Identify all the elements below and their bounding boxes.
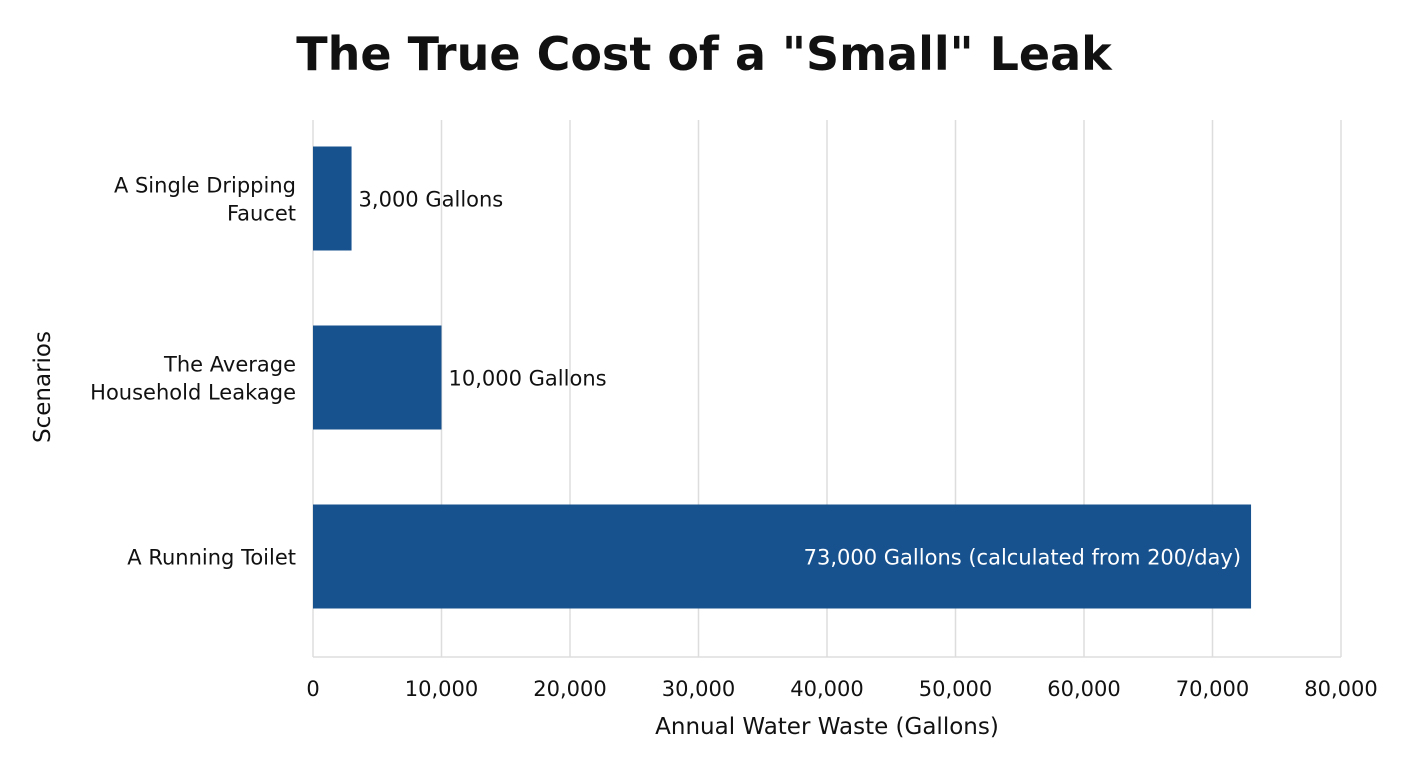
bar bbox=[313, 146, 352, 251]
x-tick-labels: 0 10,000 20,000 30,000 40,000 50,000 60,000 70,… bbox=[306, 677, 1377, 701]
data-label: 73,000 Gallons (calculated from 200/day) bbox=[804, 546, 1241, 570]
chart-title: The True Cost of a "Small" Leak bbox=[296, 27, 1113, 81]
x-tick-label: 20,000 bbox=[533, 677, 606, 701]
x-tick-label: 70,000 bbox=[1176, 677, 1249, 701]
bars: 3,000 Gallons 10,000 Gallons 73,000 Gallon… bbox=[313, 146, 1252, 609]
category-labels: A Single Dripping Faucet The Average Househ… bbox=[90, 174, 296, 570]
category-label: A Single Dripping bbox=[114, 174, 296, 198]
x-axis-label: Annual Water Waste (Gallons) bbox=[655, 714, 999, 740]
x-tick-label: 30,000 bbox=[662, 677, 735, 701]
category-label: Faucet bbox=[227, 202, 296, 226]
bar bbox=[313, 504, 1252, 609]
bar bbox=[313, 325, 442, 430]
data-label: 10,000 Gallons bbox=[449, 367, 607, 391]
x-tick-label: 80,000 bbox=[1304, 677, 1377, 701]
data-label: 3,000 Gallons bbox=[359, 188, 504, 212]
x-tick-label: 50,000 bbox=[919, 677, 992, 701]
x-tick-label: 60,000 bbox=[1047, 677, 1120, 701]
grid-lines bbox=[312, 120, 1342, 658]
category-label: The Average bbox=[163, 353, 296, 377]
y-axis-label: Scenarios bbox=[30, 331, 56, 443]
category-label: Household Leakage bbox=[90, 381, 296, 405]
category-label: A Running Toilet bbox=[127, 546, 296, 570]
x-tick-label: 40,000 bbox=[790, 677, 863, 701]
x-tick-label: 10,000 bbox=[405, 677, 478, 701]
x-tick-label: 0 bbox=[306, 677, 319, 701]
